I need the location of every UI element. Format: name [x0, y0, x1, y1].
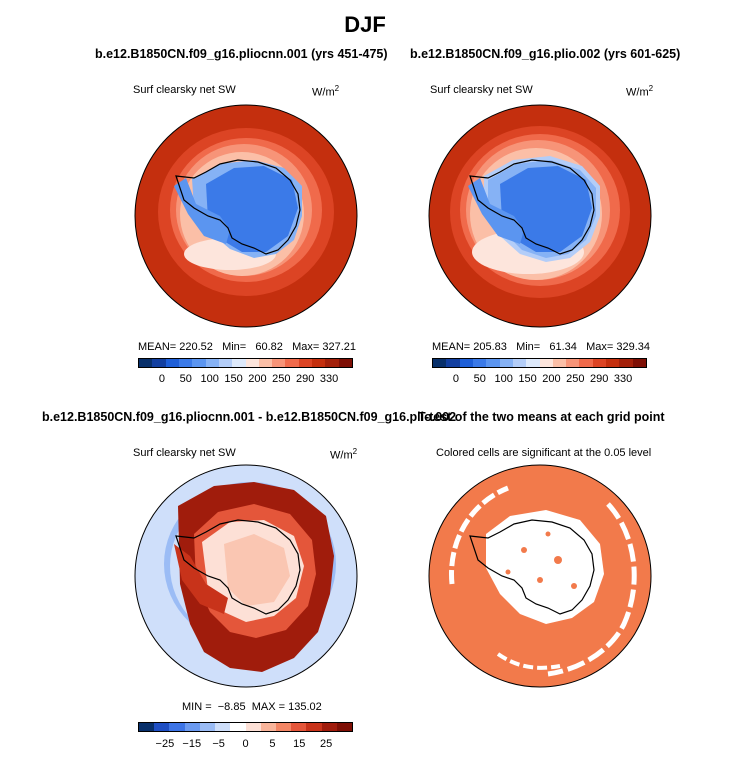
panel-2-colorbar-ticks: 0 50 100 150 200 250 290 330 [432, 373, 647, 387]
colorbar-tick-label: 330 [613, 373, 633, 385]
colorbar-swatch [312, 359, 326, 367]
panel-4-subtitle: Colored cells are significant at the 0.0… [436, 447, 652, 459]
panel-2-map [428, 104, 652, 328]
panel-3-map [134, 464, 358, 688]
colorbar-swatch [579, 359, 593, 367]
colorbar-swatch [139, 359, 153, 367]
panel-4-map [428, 464, 652, 688]
colorbar-swatch [606, 359, 620, 367]
colorbar-tick-label: 290 [590, 373, 609, 385]
colorbar-swatch [592, 359, 607, 367]
colorbar-swatch [499, 359, 513, 367]
panel-1-units: W/m2 [312, 84, 340, 99]
colorbar-swatch [291, 723, 307, 731]
colorbar-swatch [152, 359, 166, 367]
colorbar-swatch [154, 723, 170, 731]
panel-2-stats: MEAN= 205.83 Min= 61.34 Max= 329.34 [432, 341, 650, 353]
panel-2-units: W/m2 [626, 84, 654, 99]
colorbar-swatch [433, 359, 447, 367]
colorbar-swatch [260, 723, 276, 731]
panel-1-stats: MEAN= 220.52 Min= 60.82 Max= 327.21 [138, 341, 356, 353]
colorbar-tick-label: 200 [542, 373, 561, 385]
colorbar-swatch [272, 359, 286, 367]
colorbar-tick-label: 330 [319, 373, 339, 385]
colorbar-swatch [192, 359, 206, 367]
colorbar-tick-label: 50 [179, 373, 192, 385]
colorbar-swatch [566, 359, 580, 367]
colorbar-swatch [230, 723, 246, 731]
colorbar-swatch [632, 359, 646, 367]
colorbar-swatch [539, 359, 553, 367]
panel-1-title: b.e12.B1850CN.f09_g16.pliocnn.001 (yrs 4… [95, 47, 388, 61]
colorbar-tick-label: −15 [182, 738, 202, 750]
colorbar-swatch [619, 359, 633, 367]
colorbar-swatch [338, 359, 352, 367]
panel-2-colorbar [432, 358, 647, 368]
colorbar-swatch [512, 359, 527, 367]
colorbar-swatch [245, 359, 259, 367]
page-title: DJF [344, 12, 386, 37]
panel-4-title: T-test of the two means at each grid poi… [418, 410, 665, 424]
panel-3-stats: MIN = −8.85 MAX = 135.02 [182, 701, 322, 713]
colorbar-tick-label: −25 [155, 738, 175, 750]
colorbar-tick-label: 100 [200, 373, 219, 385]
colorbar-swatch [306, 723, 322, 731]
colorbar-tick-label: 250 [272, 373, 291, 385]
panel-1-map [134, 104, 358, 328]
colorbar-swatch [218, 359, 233, 367]
colorbar-swatch [336, 723, 353, 731]
colorbar-swatch [215, 723, 231, 731]
colorbar-tick-label: 290 [296, 373, 315, 385]
panel-3-title: b.e12.B1850CN.f09_g16.pliocnn.001 - b.e1… [42, 410, 457, 424]
panel-3-subtitle: Surf clearsky net SW [133, 447, 236, 459]
colorbar-swatch [446, 359, 460, 367]
colorbar-swatch [552, 359, 567, 367]
colorbar-tick-label: 150 [518, 373, 537, 385]
colorbar-tick-label: 150 [224, 373, 243, 385]
colorbar-tick-label: 0 [452, 373, 459, 385]
colorbar-swatch [321, 723, 337, 731]
colorbar-tick-label: 5 [269, 738, 276, 750]
colorbar-tick-label: 15 [293, 738, 306, 750]
panel-1-subtitle: Surf clearsky net SW [133, 84, 236, 96]
colorbar-swatch [169, 723, 185, 731]
colorbar-swatch [245, 723, 261, 731]
panel-2-title: b.e12.B1850CN.f09_g16.plio.002 (yrs 601-… [410, 47, 681, 61]
panel-1-colorbar-ticks: 0 50 100 150 200 250 290 330 [138, 373, 353, 387]
colorbar-tick-label: 200 [248, 373, 267, 385]
colorbar-swatch [258, 359, 273, 367]
colorbar-swatch [298, 359, 313, 367]
colorbar-tick-label: 250 [566, 373, 585, 385]
colorbar-swatch [165, 359, 179, 367]
colorbar-swatch [526, 359, 540, 367]
colorbar-swatch [275, 723, 292, 731]
panel-3-colorbar [138, 722, 353, 732]
colorbar-swatch [325, 359, 339, 367]
colorbar-swatch [199, 723, 216, 731]
colorbar-tick-label: 0 [242, 738, 249, 750]
colorbar-swatch [232, 359, 246, 367]
colorbar-swatch [205, 359, 219, 367]
panel-3-units: W/m2 [330, 447, 358, 462]
colorbar-swatch [139, 723, 155, 731]
panel-2-subtitle: Surf clearsky net SW [430, 84, 533, 96]
colorbar-swatch [285, 359, 299, 367]
colorbar-tick-label: 50 [473, 373, 486, 385]
colorbar-tick-label: 0 [158, 373, 165, 385]
colorbar-tick-label: 25 [320, 738, 333, 750]
panel-3-colorbar-ticks: −25 −15 −5 0 5 15 25 [138, 738, 353, 752]
colorbar-swatch [459, 359, 473, 367]
colorbar-swatch [184, 723, 200, 731]
colorbar-swatch [472, 359, 487, 367]
colorbar-swatch [178, 359, 193, 367]
colorbar-swatch [486, 359, 500, 367]
colorbar-tick-label: −5 [212, 738, 225, 750]
panel-1-colorbar [138, 358, 353, 368]
colorbar-tick-label: 100 [494, 373, 513, 385]
